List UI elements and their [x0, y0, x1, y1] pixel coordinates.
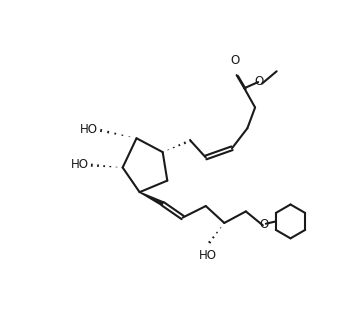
- Text: O: O: [254, 75, 263, 88]
- Text: HO: HO: [71, 158, 89, 171]
- Polygon shape: [140, 192, 164, 205]
- Text: HO: HO: [199, 249, 217, 262]
- Text: HO: HO: [80, 123, 98, 136]
- Text: O: O: [259, 218, 268, 231]
- Text: O: O: [231, 54, 240, 67]
